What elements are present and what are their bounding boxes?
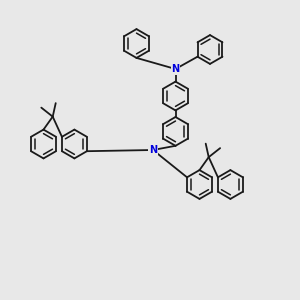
Text: N: N	[171, 64, 180, 74]
Text: N: N	[149, 145, 157, 155]
